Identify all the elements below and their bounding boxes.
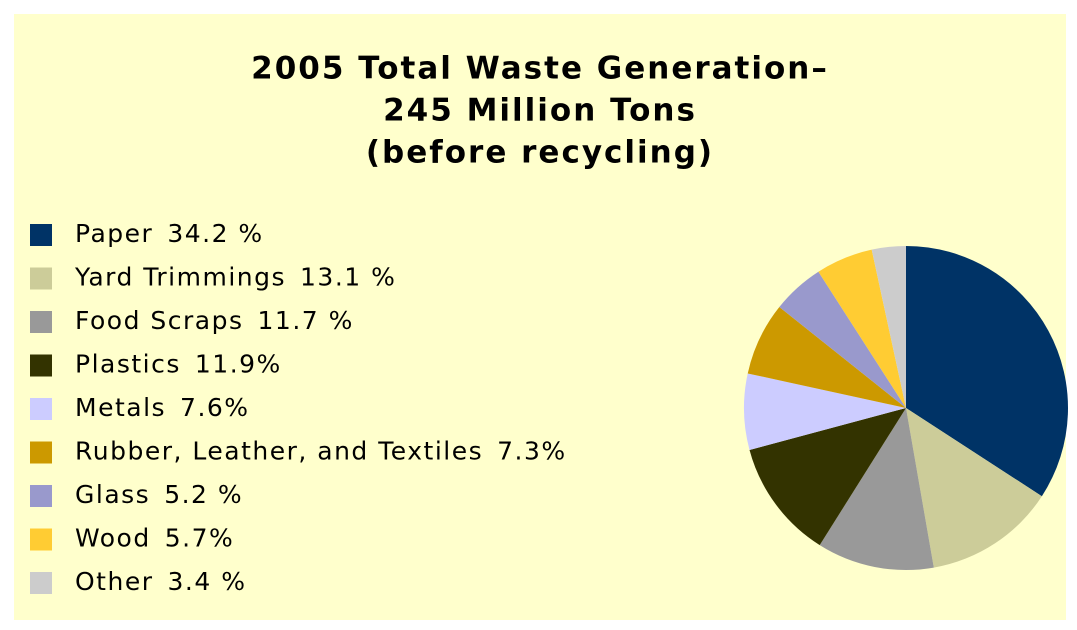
value-label: 5.2 % xyxy=(164,480,243,509)
chart-title: 2005 Total Waste Generation– xyxy=(251,51,829,87)
value-label: 34.2 % xyxy=(167,219,263,248)
legend-swatch xyxy=(30,572,52,594)
legend-label: Other xyxy=(75,567,153,596)
legend-label: Plastics xyxy=(75,350,181,379)
value-label: 7.3% xyxy=(497,437,567,466)
chart-title: 245 Million Tons xyxy=(383,93,697,129)
legend-label: Wood xyxy=(75,524,151,553)
legend-swatch xyxy=(30,528,52,551)
legend-label: Rubber, Leather, and Textiles xyxy=(75,437,483,466)
legend-label: Metals xyxy=(75,393,166,422)
pie-slice xyxy=(744,373,906,450)
legend-label: Glass xyxy=(75,480,150,509)
pie-slice xyxy=(747,306,906,408)
pie-slice xyxy=(906,246,1068,497)
legend-swatch xyxy=(30,398,52,420)
value-label: 3.4 % xyxy=(167,567,246,596)
pie-slice xyxy=(749,408,906,546)
pie-slice xyxy=(779,271,906,408)
legend-swatch xyxy=(30,311,52,333)
pie-slice xyxy=(819,408,934,570)
legend-swatch xyxy=(30,485,52,507)
pie-slice xyxy=(906,408,1042,568)
value-label: 7.6% xyxy=(180,393,250,422)
value-label: 13.1 % xyxy=(300,263,396,292)
value-label: 11.7 % xyxy=(258,306,354,335)
legend-label: Yard Trimmings xyxy=(74,263,286,292)
legend-swatch xyxy=(30,441,52,464)
pie-slice xyxy=(871,246,906,408)
chart-title: (before recycling) xyxy=(366,135,714,171)
legend-label: Paper xyxy=(75,219,153,248)
pie-slice xyxy=(818,249,906,408)
value-label: 5.7% xyxy=(165,524,235,553)
value-label: 11.9% xyxy=(195,350,282,379)
legend-swatch xyxy=(30,267,52,290)
legend-swatch xyxy=(30,224,52,246)
legend-swatch xyxy=(30,354,52,377)
legend-label: Food Scraps xyxy=(75,306,244,335)
